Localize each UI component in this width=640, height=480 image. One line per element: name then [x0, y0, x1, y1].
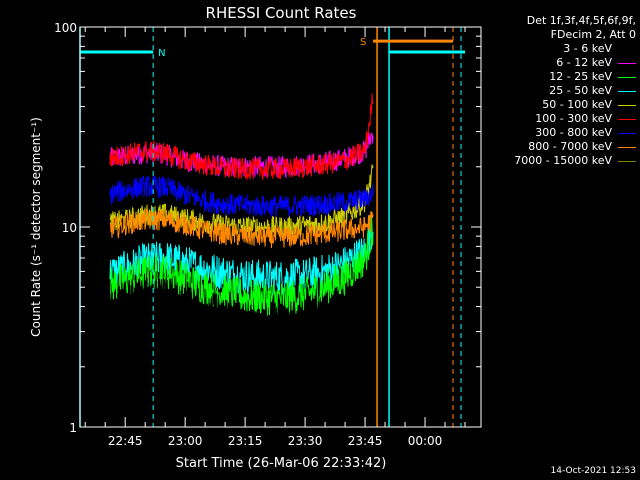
legend-header-line: Det 1f,3f,4f,5f,6f,9f,: [526, 14, 636, 27]
y-tick-label: 10: [62, 221, 77, 235]
legend-entry: 12 - 25 keV: [478, 70, 636, 84]
legend-entry-label: 7000 - 15000 keV: [514, 154, 612, 167]
legend-entry-label: 3 - 6 keV: [563, 42, 612, 55]
legend-swatch: [618, 160, 636, 162]
series-line: [109, 175, 374, 218]
legend: Det 1f,3f,4f,5f,6f,9f, FDecim 2, Att 0 3…: [478, 14, 636, 168]
legend-entry-label: 6 - 12 keV: [556, 56, 612, 69]
tick-layer: 1 10 100 22:45 23:00 23:15 23:30 23:45 00:00: [54, 21, 481, 448]
legend-swatch: [618, 76, 636, 78]
data-layer: NS: [79, 27, 466, 427]
x-tick-label: 23:45: [348, 434, 383, 448]
timestamp: 14-Oct-2021 12:53: [550, 466, 636, 476]
legend-entry-label: 12 - 25 keV: [549, 70, 612, 83]
legend-entry: 25 - 50 keV: [478, 84, 636, 98]
legend-rows: 3 - 6 keV 6 - 12 keV 12 - 25 keV 25 - 50 ke…: [478, 42, 636, 168]
legend-entry: 300 - 800 keV: [478, 126, 636, 140]
x-tick-label: 23:00: [168, 434, 203, 448]
legend-entry: 3 - 6 keV: [478, 42, 636, 56]
y-tick-label: 1: [69, 421, 77, 435]
y-axis-label: Count Rate (s⁻¹ detector segment⁻¹): [29, 117, 43, 337]
legend-swatch: [618, 132, 636, 134]
legend-swatch: [618, 118, 636, 120]
series-line: [109, 220, 374, 295]
legend-header-line: FDecim 2, Att 0: [550, 28, 636, 41]
chart-title: RHESSI Count Rates: [206, 4, 357, 22]
y-tick-label: 100: [54, 21, 77, 35]
legend-entry-label: 300 - 800 keV: [535, 126, 612, 139]
legend-entry: 800 - 7000 keV: [478, 140, 636, 154]
series-line: [109, 208, 374, 249]
x-tick-label: 23:30: [288, 434, 323, 448]
legend-entry-label: 25 - 50 keV: [549, 84, 612, 97]
legend-entry: 100 - 300 keV: [478, 112, 636, 126]
legend-swatch: [618, 104, 636, 106]
legend-entry-label: 800 - 7000 keV: [528, 140, 612, 153]
legend-swatch: [618, 48, 636, 50]
legend-entry-label: 100 - 300 keV: [535, 112, 612, 125]
series-line: [109, 261, 374, 370]
legend-entry: 6 - 12 keV: [478, 56, 636, 70]
attenuator-label: S: [360, 37, 366, 48]
legend-entry: 7000 - 15000 keV: [478, 154, 636, 168]
legend-swatch: [618, 146, 636, 148]
legend-entry-label: 50 - 100 keV: [542, 98, 612, 111]
series-line: [109, 216, 374, 317]
series-line: [109, 93, 374, 180]
x-axis-label: Start Time (26-Mar-06 22:33:42): [176, 456, 387, 471]
legend-entry: 50 - 100 keV: [478, 98, 636, 112]
x-tick-label: 22:45: [108, 434, 143, 448]
x-tick-label: 00:00: [408, 434, 443, 448]
legend-swatch: [618, 62, 636, 64]
attenuator-label: N: [158, 48, 165, 59]
x-tick-label: 23:15: [228, 434, 263, 448]
legend-swatch: [618, 90, 636, 92]
